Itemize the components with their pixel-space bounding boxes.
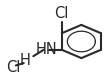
Text: Cl: Cl — [54, 6, 68, 21]
Text: H: H — [19, 53, 30, 68]
Text: Cl: Cl — [6, 60, 21, 75]
Text: HN: HN — [35, 42, 57, 57]
